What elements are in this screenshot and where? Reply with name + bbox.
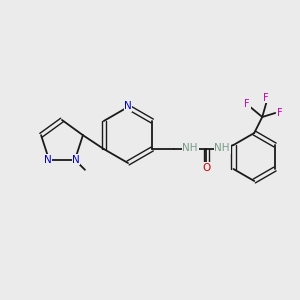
Text: N: N xyxy=(44,155,52,165)
Text: F: F xyxy=(244,99,250,109)
Text: NH: NH xyxy=(182,143,198,153)
Text: N: N xyxy=(124,101,132,111)
Text: O: O xyxy=(202,163,210,173)
Text: NH: NH xyxy=(214,143,230,153)
Text: F: F xyxy=(278,108,283,118)
Text: N: N xyxy=(72,155,80,165)
Text: F: F xyxy=(263,93,269,103)
